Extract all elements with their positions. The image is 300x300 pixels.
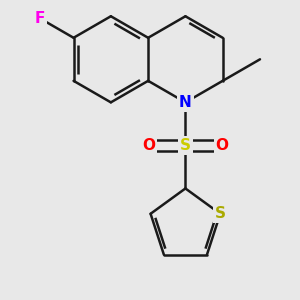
Text: S: S bbox=[215, 206, 226, 221]
Text: S: S bbox=[180, 138, 191, 153]
Text: O: O bbox=[215, 138, 229, 153]
Text: F: F bbox=[35, 11, 45, 26]
Text: O: O bbox=[142, 138, 155, 153]
Text: N: N bbox=[179, 95, 192, 110]
